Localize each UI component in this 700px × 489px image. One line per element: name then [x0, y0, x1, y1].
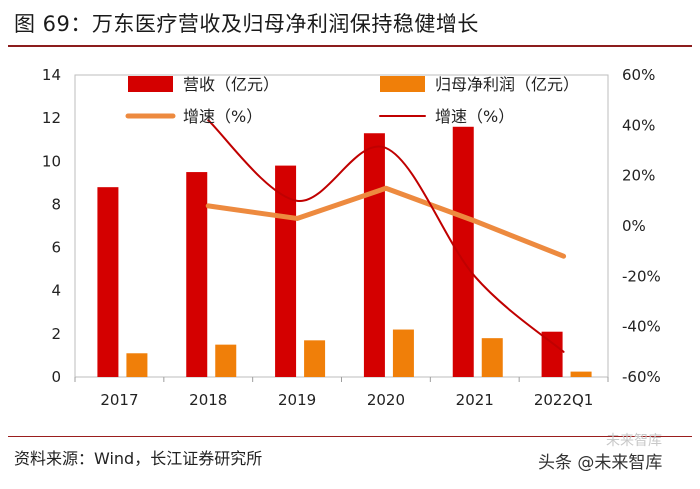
left-axis-tick-label: 2	[51, 325, 61, 343]
x-tick-label: 2022Q1	[534, 391, 594, 409]
plot-frame	[74, 74, 609, 378]
watermark: 头条 @未来智库	[538, 453, 663, 473]
revenue-bar	[186, 172, 208, 377]
right-axis-tick-label: 0%	[622, 217, 646, 235]
right-axis-tick-label: 40%	[622, 116, 655, 134]
profit-bar	[481, 338, 503, 377]
right-axis-tick-label: -40%	[622, 318, 661, 336]
right-axis-tick-label: -20%	[622, 267, 661, 285]
right-axis-tick-label: 20%	[622, 167, 655, 185]
revenue-bar	[97, 187, 119, 377]
x-tick-label: 2017	[100, 391, 138, 409]
x-tick-label: 2019	[278, 391, 316, 409]
profit-growth-line	[205, 185, 567, 259]
x-tick-label: 2021	[456, 391, 494, 409]
legend-profit-swatch	[380, 76, 425, 92]
left-axis-tick-label: 14	[42, 66, 61, 84]
source-note: 资料来源：Wind，长江证券研究所	[14, 449, 263, 468]
revenue-bar	[541, 331, 563, 377]
profit-bar	[304, 340, 326, 377]
right-axis-tick-label: 60%	[622, 66, 655, 84]
legend-profit-label: 归母净利润（亿元）	[435, 75, 579, 94]
profit-bar	[570, 371, 592, 377]
x-tick-label: 2020	[367, 391, 405, 409]
title-rule	[8, 45, 692, 47]
left-axis-tick-label: 12	[42, 109, 61, 127]
x-tick-label: 2018	[189, 391, 227, 409]
left-axis-tick-label: 10	[42, 152, 61, 170]
legend-profit-growth-label: 增速（%）	[183, 107, 262, 126]
legend-revenue-label: 营收（亿元）	[183, 75, 279, 94]
right-axis-tick-label: -60%	[622, 368, 661, 386]
left-axis-tick-label: 4	[51, 282, 61, 300]
legend-revenue-growth-label: 增速（%）	[435, 107, 514, 126]
profit-bar	[392, 329, 414, 377]
revenue-bar	[363, 133, 385, 377]
left-axis-tick-label: 6	[51, 239, 61, 257]
profit-bar	[215, 344, 237, 377]
legend-revenue-swatch	[128, 76, 173, 92]
left-axis-tick-label: 8	[51, 195, 61, 213]
left-axis-tick-label: 0	[51, 368, 61, 386]
figure-header: 图 69：万东医疗营收及归母净利润保持稳健增长	[0, 0, 700, 47]
chart: 0 2 4 6 8 10 12 14 -60% -40% -20% 0% 20% 40% 60% 2017 20…	[42, 66, 661, 409]
profit-bar	[126, 353, 148, 377]
figure-title: 图 69：万东医疗营收及归母净利润保持稳健增长	[14, 12, 479, 36]
revenue-bar	[452, 126, 474, 378]
watermark-ghost: 未来智库	[606, 433, 662, 449]
footer-rule	[8, 436, 692, 437]
